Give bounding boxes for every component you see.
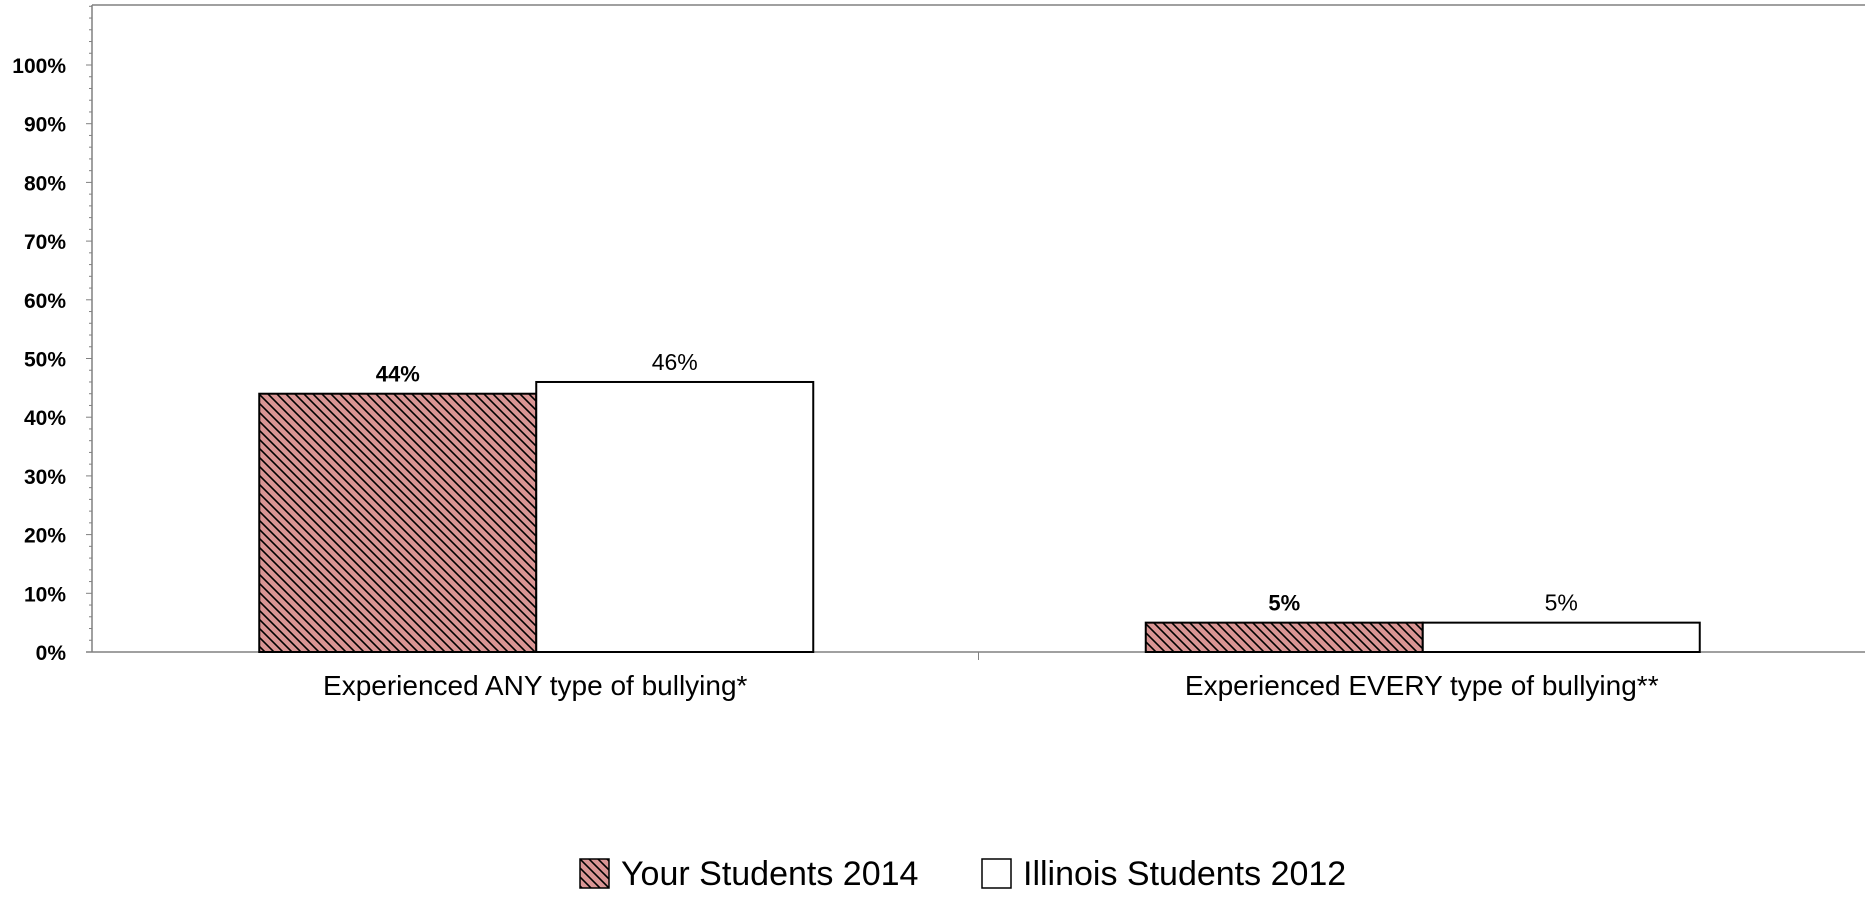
y-tick-label: 10% xyxy=(24,583,66,606)
bar-illinois-students-2012-0 xyxy=(535,380,815,653)
y-tick-label: 60% xyxy=(24,290,66,313)
y-tick-label: 100% xyxy=(12,55,66,78)
legend: Your Students 2014 Illinois Students 2012 xyxy=(579,855,1346,893)
y-tick-label: 30% xyxy=(24,466,66,489)
data-label: 46% xyxy=(652,349,698,375)
legend-item-illinois-students-2012: Illinois Students 2012 xyxy=(981,855,1346,893)
labels: 44% 46% Experienced ANY type of bullying* 5… xyxy=(323,349,1659,701)
x-category-label: Experienced EVERY type of bullying** xyxy=(1185,670,1659,701)
bar-illinois-students-2012-1 xyxy=(1421,621,1701,654)
data-label: 5% xyxy=(1545,590,1578,616)
legend-swatch xyxy=(981,858,1012,889)
legend-swatch xyxy=(579,858,610,889)
y-tick-label: 80% xyxy=(24,172,66,195)
bar-your-students-2014-1 xyxy=(1144,621,1424,654)
y-tick-label: 40% xyxy=(24,407,66,430)
x-category-label: Experienced ANY type of bullying* xyxy=(323,670,748,701)
bars xyxy=(258,380,1701,654)
legend-item-your-students-2014: Your Students 2014 xyxy=(579,855,918,893)
data-label: 5% xyxy=(1268,591,1300,616)
y-tick-label: 20% xyxy=(24,525,66,548)
y-tick-label: 90% xyxy=(24,114,66,137)
bar-your-students-2014-0 xyxy=(258,392,538,653)
data-label: 44% xyxy=(376,362,420,387)
y-tick-label: 0% xyxy=(36,642,67,665)
legend-label: Illinois Students 2012 xyxy=(1023,855,1346,893)
y-tick-label: 70% xyxy=(24,231,66,254)
legend-label: Your Students 2014 xyxy=(621,855,918,893)
y-tick-label: 50% xyxy=(24,349,66,372)
